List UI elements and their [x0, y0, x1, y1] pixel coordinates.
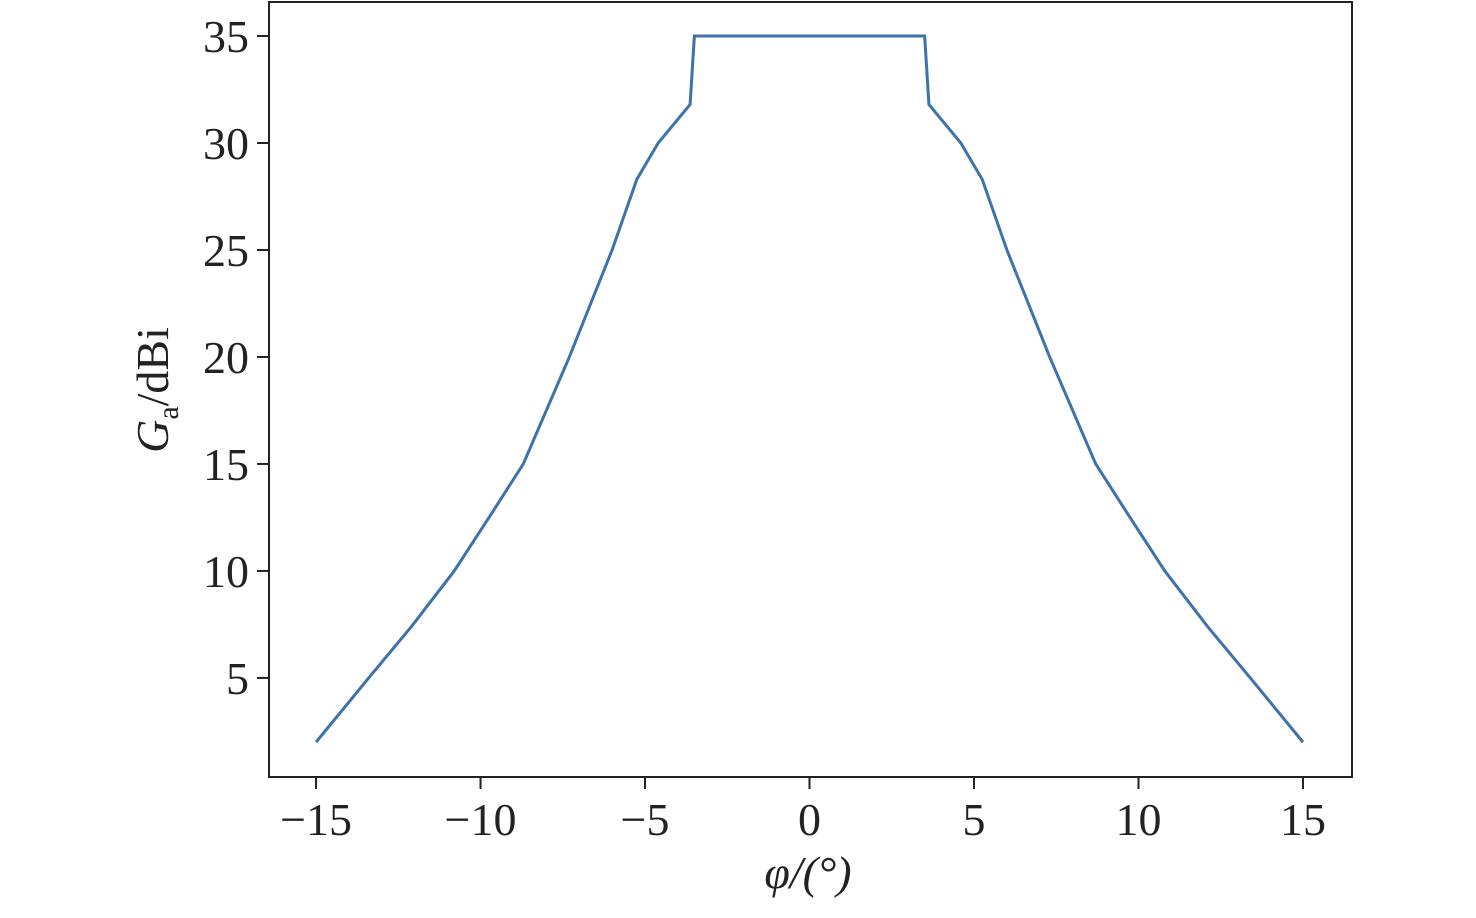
y-tick-label: 15	[203, 439, 249, 490]
x-axis-label: φ/(°)	[764, 847, 851, 898]
x-tick-label: −5	[621, 794, 670, 845]
x-tick-label: 0	[798, 794, 821, 845]
y-axis-label: Ga/dBi	[127, 327, 185, 453]
x-tick-label: 15	[1280, 794, 1326, 845]
y-label-subscript: a	[152, 406, 185, 419]
plot-frame	[268, 1, 1353, 778]
y-tick-label: 20	[203, 332, 249, 383]
y-label-symbol: G	[127, 420, 178, 453]
y-tick-label: 35	[203, 11, 249, 62]
y-label-unit: /dBi	[127, 327, 178, 406]
y-tick-label: 30	[203, 118, 249, 169]
x-tick-label: −15	[280, 794, 352, 845]
y-tick-label: 25	[203, 225, 249, 276]
y-tick-label: 5	[226, 653, 249, 704]
x-tick-label: 10	[1115, 794, 1161, 845]
x-tick-label: −10	[445, 794, 517, 845]
line-series	[314, 34, 1305, 744]
x-tick-label: 5	[963, 794, 986, 845]
y-tick-label: 10	[203, 546, 249, 597]
